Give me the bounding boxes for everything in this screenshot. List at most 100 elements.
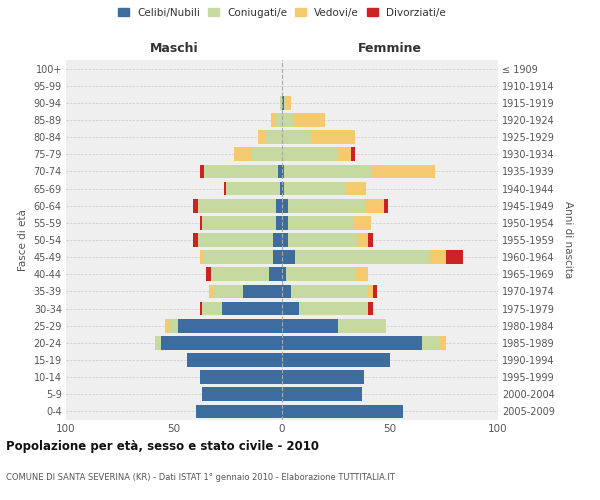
Bar xyxy=(280,182,282,196)
Bar xyxy=(275,113,282,127)
Bar xyxy=(295,250,429,264)
Bar xyxy=(282,319,338,332)
Bar xyxy=(371,164,436,178)
Bar xyxy=(282,96,284,110)
Bar xyxy=(286,268,355,281)
Bar xyxy=(284,182,344,196)
Bar xyxy=(221,302,282,316)
Bar xyxy=(200,250,204,264)
Bar xyxy=(211,268,269,281)
Bar xyxy=(355,268,368,281)
Bar xyxy=(204,164,278,178)
Bar xyxy=(170,319,178,332)
Bar xyxy=(282,182,284,196)
Bar xyxy=(344,182,366,196)
Bar xyxy=(206,268,211,281)
Text: COMUNE DI SANTA SEVERINA (KR) - Dati ISTAT 1° gennaio 2010 - Elaborazione TUTTIT: COMUNE DI SANTA SEVERINA (KR) - Dati IST… xyxy=(6,473,395,482)
Bar xyxy=(289,216,353,230)
Bar xyxy=(299,302,368,316)
Bar xyxy=(282,130,312,144)
Bar xyxy=(258,130,265,144)
Bar xyxy=(351,148,355,161)
Bar xyxy=(289,233,358,247)
Bar xyxy=(278,164,282,178)
Bar xyxy=(290,284,368,298)
Bar xyxy=(252,148,282,161)
Bar xyxy=(282,388,362,401)
Bar xyxy=(200,164,204,178)
Bar xyxy=(373,284,377,298)
Bar xyxy=(282,302,299,316)
Bar xyxy=(338,319,386,332)
Bar xyxy=(282,404,403,418)
Bar xyxy=(286,96,290,110)
Bar xyxy=(271,113,275,127)
Bar xyxy=(368,302,373,316)
Bar xyxy=(213,284,243,298)
Bar xyxy=(235,148,252,161)
Bar xyxy=(383,199,388,212)
Bar xyxy=(282,199,289,212)
Bar xyxy=(204,250,274,264)
Bar xyxy=(358,233,368,247)
Bar xyxy=(200,302,202,316)
Bar xyxy=(178,319,282,332)
Bar xyxy=(269,268,282,281)
Bar xyxy=(446,250,463,264)
Bar xyxy=(209,284,213,298)
Bar xyxy=(289,199,366,212)
Bar xyxy=(224,182,226,196)
Y-axis label: Anni di nascita: Anni di nascita xyxy=(563,202,574,278)
Bar xyxy=(282,353,390,367)
Y-axis label: Fasce di età: Fasce di età xyxy=(18,209,28,271)
Bar xyxy=(166,319,170,332)
Bar xyxy=(282,336,422,349)
Bar xyxy=(193,199,198,212)
Bar xyxy=(312,130,355,144)
Bar xyxy=(440,336,446,349)
Bar xyxy=(198,199,275,212)
Bar xyxy=(202,216,275,230)
Bar xyxy=(422,336,440,349)
Bar xyxy=(200,216,202,230)
Bar xyxy=(161,336,282,349)
Bar xyxy=(282,113,293,127)
Bar xyxy=(282,148,338,161)
Bar xyxy=(275,216,282,230)
Bar xyxy=(280,96,282,110)
Bar xyxy=(202,302,221,316)
Bar xyxy=(200,370,282,384)
Bar xyxy=(353,216,371,230)
Bar xyxy=(282,370,364,384)
Bar xyxy=(274,233,282,247)
Bar xyxy=(284,96,286,110)
Bar xyxy=(275,199,282,212)
Bar xyxy=(282,284,290,298)
Bar xyxy=(429,250,446,264)
Bar xyxy=(202,388,282,401)
Bar xyxy=(368,284,373,298)
Bar xyxy=(193,233,198,247)
Text: Maschi: Maschi xyxy=(149,42,199,55)
Bar xyxy=(196,404,282,418)
Bar xyxy=(282,164,284,178)
Bar xyxy=(282,268,286,281)
Bar xyxy=(274,250,282,264)
Text: Popolazione per età, sesso e stato civile - 2010: Popolazione per età, sesso e stato civil… xyxy=(6,440,319,453)
Bar xyxy=(243,284,282,298)
Bar xyxy=(293,113,325,127)
Bar xyxy=(366,199,383,212)
Bar xyxy=(226,182,280,196)
Bar xyxy=(187,353,282,367)
Bar xyxy=(282,250,295,264)
Legend: Celibi/Nubili, Coniugati/e, Vedovi/e, Divorziati/e: Celibi/Nubili, Coniugati/e, Vedovi/e, Di… xyxy=(118,8,446,18)
Bar xyxy=(338,148,351,161)
Bar xyxy=(265,130,282,144)
Bar xyxy=(155,336,161,349)
Text: Femmine: Femmine xyxy=(358,42,422,55)
Bar xyxy=(284,164,371,178)
Bar xyxy=(368,233,373,247)
Bar xyxy=(198,233,274,247)
Bar xyxy=(282,216,289,230)
Bar xyxy=(282,233,289,247)
